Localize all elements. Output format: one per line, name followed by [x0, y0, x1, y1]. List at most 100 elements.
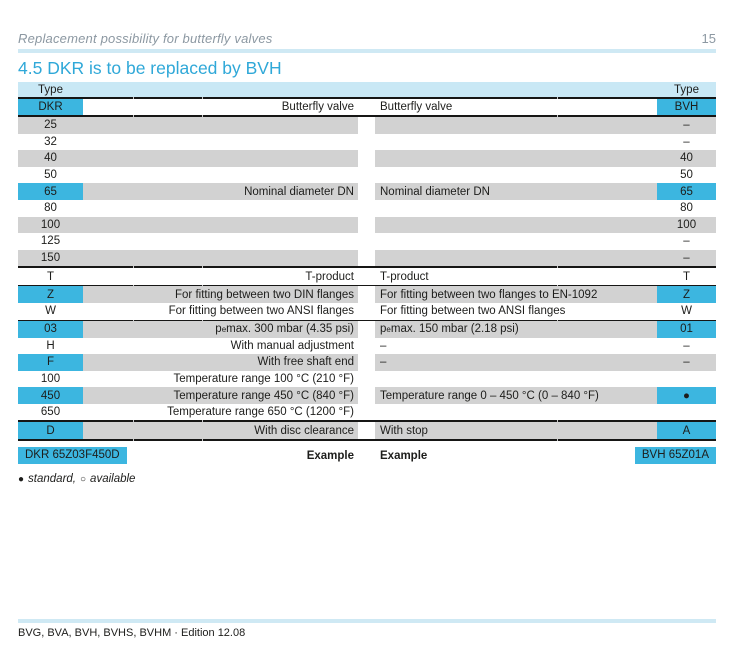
- bvh-description: [375, 167, 657, 184]
- dkr-description: Temperature range 100 °C (210 °F): [173, 372, 354, 385]
- bvh-example-code-chip: BVH 65Z01A: [634, 447, 716, 465]
- dkr-description: T-product: [305, 270, 354, 283]
- bvh-code-cell: [657, 371, 716, 388]
- column-gap: [358, 404, 375, 421]
- example-right: Example BVH 65Z01A: [375, 447, 716, 465]
- bvh-code-cell: A: [657, 422, 716, 440]
- column-gap: [358, 286, 375, 303]
- dkr-description: With manual adjustment: [230, 339, 354, 352]
- header-rule: [18, 49, 716, 53]
- bvh-code-cell: [657, 404, 716, 421]
- bvh-code-cell: 50: [680, 169, 693, 182]
- table-row: 50 50: [18, 167, 716, 184]
- bvh-description: [375, 150, 657, 167]
- running-header-title: Replacement possibility for butterfly va…: [18, 31, 273, 46]
- dkr-code-cell: 03: [18, 320, 83, 338]
- bvh-half: Temperature range 0 – 450 °C (0 – 840 °F…: [375, 387, 716, 404]
- footer-rule: [18, 619, 716, 623]
- bvh-description: [375, 200, 657, 217]
- bvh-half: –: [375, 249, 716, 267]
- dkr-code-cell: 65: [18, 183, 83, 200]
- example-row: DKR 65Z03F450D Example Example BVH 65Z01…: [18, 447, 716, 465]
- separator-line: [18, 439, 716, 442]
- dkr-code-cell: 80: [44, 202, 57, 215]
- footer-text: BVG, BVA, BVH, BVHS, BVHM · Edition 12.0…: [18, 627, 246, 639]
- table-row: 25 –: [18, 117, 716, 134]
- dkr-description: [83, 250, 358, 267]
- bvh-half: 40: [375, 150, 716, 167]
- bvh-half: [375, 371, 716, 388]
- bvh-code-cell: –: [683, 339, 690, 352]
- dkr-description: Temperature range 650 °C (1200 °F): [167, 406, 354, 419]
- bvh-description: –: [380, 356, 387, 369]
- example-label-left: Example: [306, 449, 354, 462]
- dkr-code-cell: W: [45, 305, 56, 318]
- column-gap: [358, 268, 375, 285]
- example-label-right: Example: [380, 449, 428, 462]
- table-row: 40 40: [18, 150, 716, 167]
- dkr-half: F With free shaft end: [18, 354, 358, 371]
- dkr-code-cell: T: [46, 270, 55, 283]
- bvh-code-cell: –: [683, 235, 690, 248]
- bvh-code-cell: –: [683, 135, 690, 148]
- bvh-code-cell: T: [682, 270, 691, 283]
- separator-line: [18, 284, 716, 287]
- bvh-code-cell: 80: [680, 202, 693, 215]
- dkr-description: With disc clearance: [254, 424, 354, 437]
- dkr-half: 125: [18, 233, 358, 250]
- type-label-left: Type: [38, 83, 63, 96]
- bvh-half: – –: [375, 354, 716, 371]
- page-number: 15: [701, 31, 716, 46]
- table-row: 125 –: [18, 233, 716, 250]
- bvh-half: –: [375, 233, 716, 250]
- dkr-code-cell: 150: [40, 252, 61, 265]
- bvh-half: For fitting between two flanges to EN-10…: [375, 286, 716, 303]
- column-gap: [358, 134, 375, 151]
- dkr-code-cell: 125: [40, 235, 61, 248]
- column-gap: [358, 447, 375, 464]
- bvh-description: [375, 217, 657, 234]
- bvh-half: 50: [375, 167, 716, 184]
- bvh-code-cell: 40: [680, 152, 693, 165]
- replacement-table: Type Type DKR Butterfly valve Butterfly …: [18, 82, 716, 485]
- separator-line: [18, 266, 716, 269]
- table-row: 450 Temperature range 450 °C (840 °F) Te…: [18, 387, 716, 404]
- dkr-code-cell: 100: [40, 218, 61, 231]
- separator-line: [18, 420, 716, 423]
- column-gap: [358, 233, 375, 250]
- column-gap: [358, 200, 375, 217]
- bvh-code-cell: 65: [657, 183, 716, 200]
- legend-standard-label: standard,: [28, 473, 76, 486]
- dkr-half: 65 Nominal diameter DN: [18, 183, 358, 200]
- dkr-code-cell: Z: [18, 286, 83, 303]
- table-row: 65 Nominal diameter DN Nominal diameter …: [18, 183, 716, 200]
- column-gap: [358, 150, 375, 167]
- bvh-code-cell: 01: [657, 320, 716, 338]
- dkr-code-cell: H: [46, 339, 55, 352]
- running-header: Replacement possibility for butterfly va…: [18, 31, 716, 46]
- table-row: 650 Temperature range 650 °C (1200 °F): [18, 404, 716, 421]
- standard-dot-icon: ●: [18, 473, 25, 485]
- bvh-description: [375, 404, 657, 421]
- bvh-half: [375, 404, 716, 421]
- example-left: DKR 65Z03F450D Example: [18, 447, 358, 465]
- bvh-code-cell: BVH: [657, 99, 716, 115]
- table-header-row: DKR Butterfly valve Butterfly valve BVH: [18, 99, 716, 115]
- section-title: 4.5 DKR is to be replaced by BVH: [18, 58, 282, 78]
- table-row: T T-product T-product T: [18, 268, 716, 285]
- bvh-description: [375, 134, 657, 151]
- bvh-half: Nominal diameter DN 65: [375, 183, 716, 200]
- bvh-description: [375, 250, 657, 267]
- table-row: H With manual adjustment – –: [18, 338, 716, 355]
- dkr-code-cell: 650: [40, 406, 61, 419]
- dkr-code-cell: 100: [40, 372, 61, 385]
- column-gap: [358, 303, 375, 320]
- bvh-half: – –: [375, 338, 716, 355]
- separator-line: [18, 319, 716, 321]
- dkr-code-cell: D: [18, 422, 83, 440]
- bvh-description: With stop: [380, 424, 428, 437]
- table-row: D With disc clearance With stop A: [18, 422, 716, 440]
- bvh-description: For fitting between two flanges to EN-10…: [380, 288, 598, 301]
